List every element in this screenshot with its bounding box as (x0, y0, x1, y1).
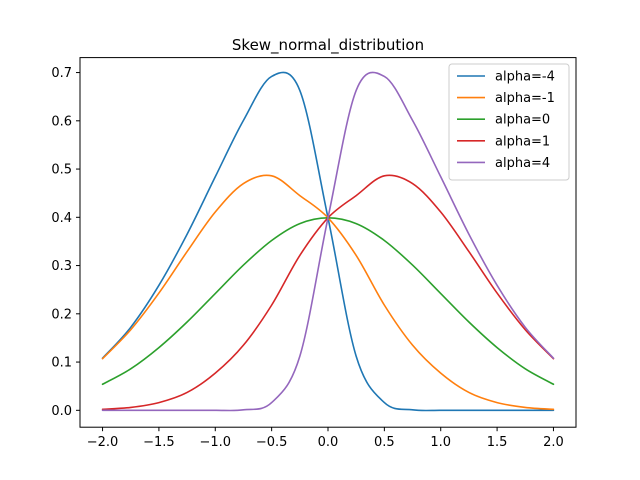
x-tick-label: −1.0 (199, 435, 231, 450)
y-axis: 0.0 0.1 0.2 0.3 0.4 0.5 0.6 0.7 (51, 66, 80, 419)
x-tick-label: 1.0 (430, 435, 451, 450)
y-tick-label: 0.5 (51, 163, 72, 178)
series-line-3 (101, 174, 555, 411)
x-tick-label: −1.5 (143, 435, 175, 450)
x-tick-label: 0.5 (374, 435, 395, 450)
x-tick-label: 2.0 (543, 435, 564, 450)
y-tick-label: 0.1 (51, 356, 72, 371)
x-tick-label: −2.0 (87, 435, 119, 450)
series-line-4 (101, 71, 555, 412)
legend-label: alpha=0 (495, 113, 550, 128)
series-layer (101, 71, 555, 412)
legend-label: alpha=-1 (495, 91, 555, 106)
y-tick-label: 0.3 (51, 259, 72, 274)
chart-title: Skew_normal_distribution (232, 36, 424, 55)
y-tick-label: 0.0 (51, 404, 72, 419)
legend-frame (448, 63, 570, 181)
x-axis: −2.0 −1.5 −1.0 −0.5 0.0 0.5 1.0 1.5 2.0 (87, 427, 564, 450)
series-line-2 (101, 216, 555, 386)
legend: alpha=-4 alpha=-1 alpha=0 alpha=1 alpha=4 (448, 63, 570, 181)
x-tick-label: 0.0 (318, 435, 339, 450)
legend-label: alpha=-4 (495, 70, 555, 85)
y-tick-label: 0.7 (51, 66, 72, 81)
y-tick-label: 0.4 (51, 211, 72, 226)
legend-label: alpha=4 (495, 156, 550, 171)
y-tick-label: 0.2 (51, 307, 72, 322)
legend-label: alpha=1 (495, 134, 550, 149)
x-tick-label: 1.5 (487, 435, 508, 450)
x-tick-label: −0.5 (256, 435, 288, 450)
y-tick-label: 0.6 (51, 114, 72, 129)
series-line-1 (101, 174, 555, 411)
